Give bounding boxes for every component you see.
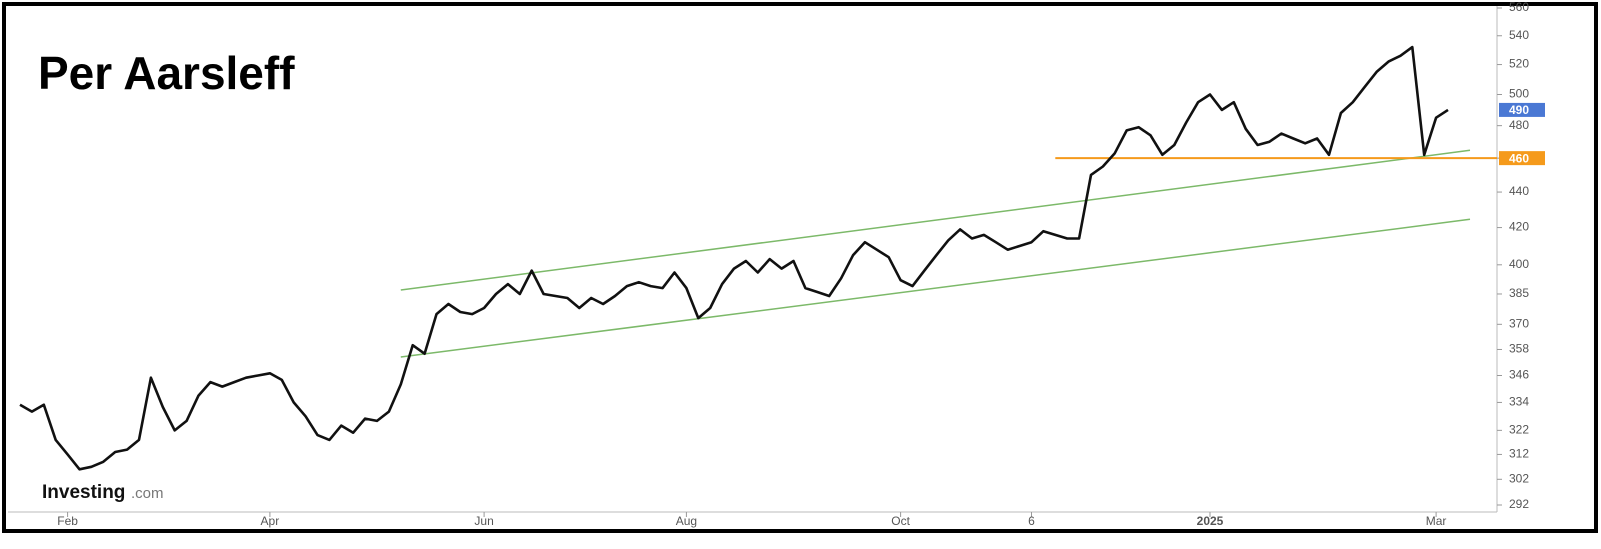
watermark: Investing: [42, 482, 125, 503]
y-tick-label: 346: [1509, 368, 1529, 382]
y-tick-label: 440: [1509, 184, 1529, 198]
y-tick-label: 370: [1509, 316, 1529, 330]
last-price-label: 490: [1509, 103, 1529, 117]
x-tick-label: Mar: [1426, 514, 1447, 528]
y-tick-label: 322: [1509, 423, 1529, 437]
frame: [2, 2, 1598, 533]
x-tick-label: Oct: [891, 514, 910, 528]
x-tick-label: Jun: [474, 514, 493, 528]
x-tick-label: Apr: [261, 514, 280, 528]
y-tick-label: 292: [1509, 497, 1529, 511]
trend-line: [400, 149, 1471, 291]
y-tick-label: 312: [1509, 447, 1529, 461]
level-tag: [1499, 151, 1545, 166]
chart-title: Per Aarsleff: [38, 47, 295, 99]
last-price-tag: [1499, 102, 1545, 117]
x-tick-label: Aug: [676, 514, 697, 528]
y-tick-label: 334: [1509, 395, 1529, 409]
y-tick-label: 302: [1509, 471, 1529, 485]
y-tick-label: 500: [1509, 87, 1529, 101]
watermark: .com: [131, 485, 164, 502]
y-tick-label: 560: [1509, 0, 1529, 14]
level-label: 460: [1509, 151, 1529, 165]
y-tick-label: 400: [1509, 257, 1529, 271]
y-tick-label: 385: [1509, 286, 1529, 300]
y-tick-label: 420: [1509, 220, 1529, 234]
y-tick-label: 540: [1509, 28, 1529, 42]
y-tick-label: 480: [1509, 118, 1529, 132]
y-tick-label: 358: [1509, 342, 1529, 356]
trend-line: [400, 218, 1471, 358]
y-tick-label: 520: [1509, 57, 1529, 71]
x-tick-label: 2025: [1197, 514, 1224, 528]
x-tick-label: 6: [1028, 514, 1035, 528]
price-line: [19, 45, 1449, 471]
x-tick-label: Feb: [57, 514, 78, 528]
